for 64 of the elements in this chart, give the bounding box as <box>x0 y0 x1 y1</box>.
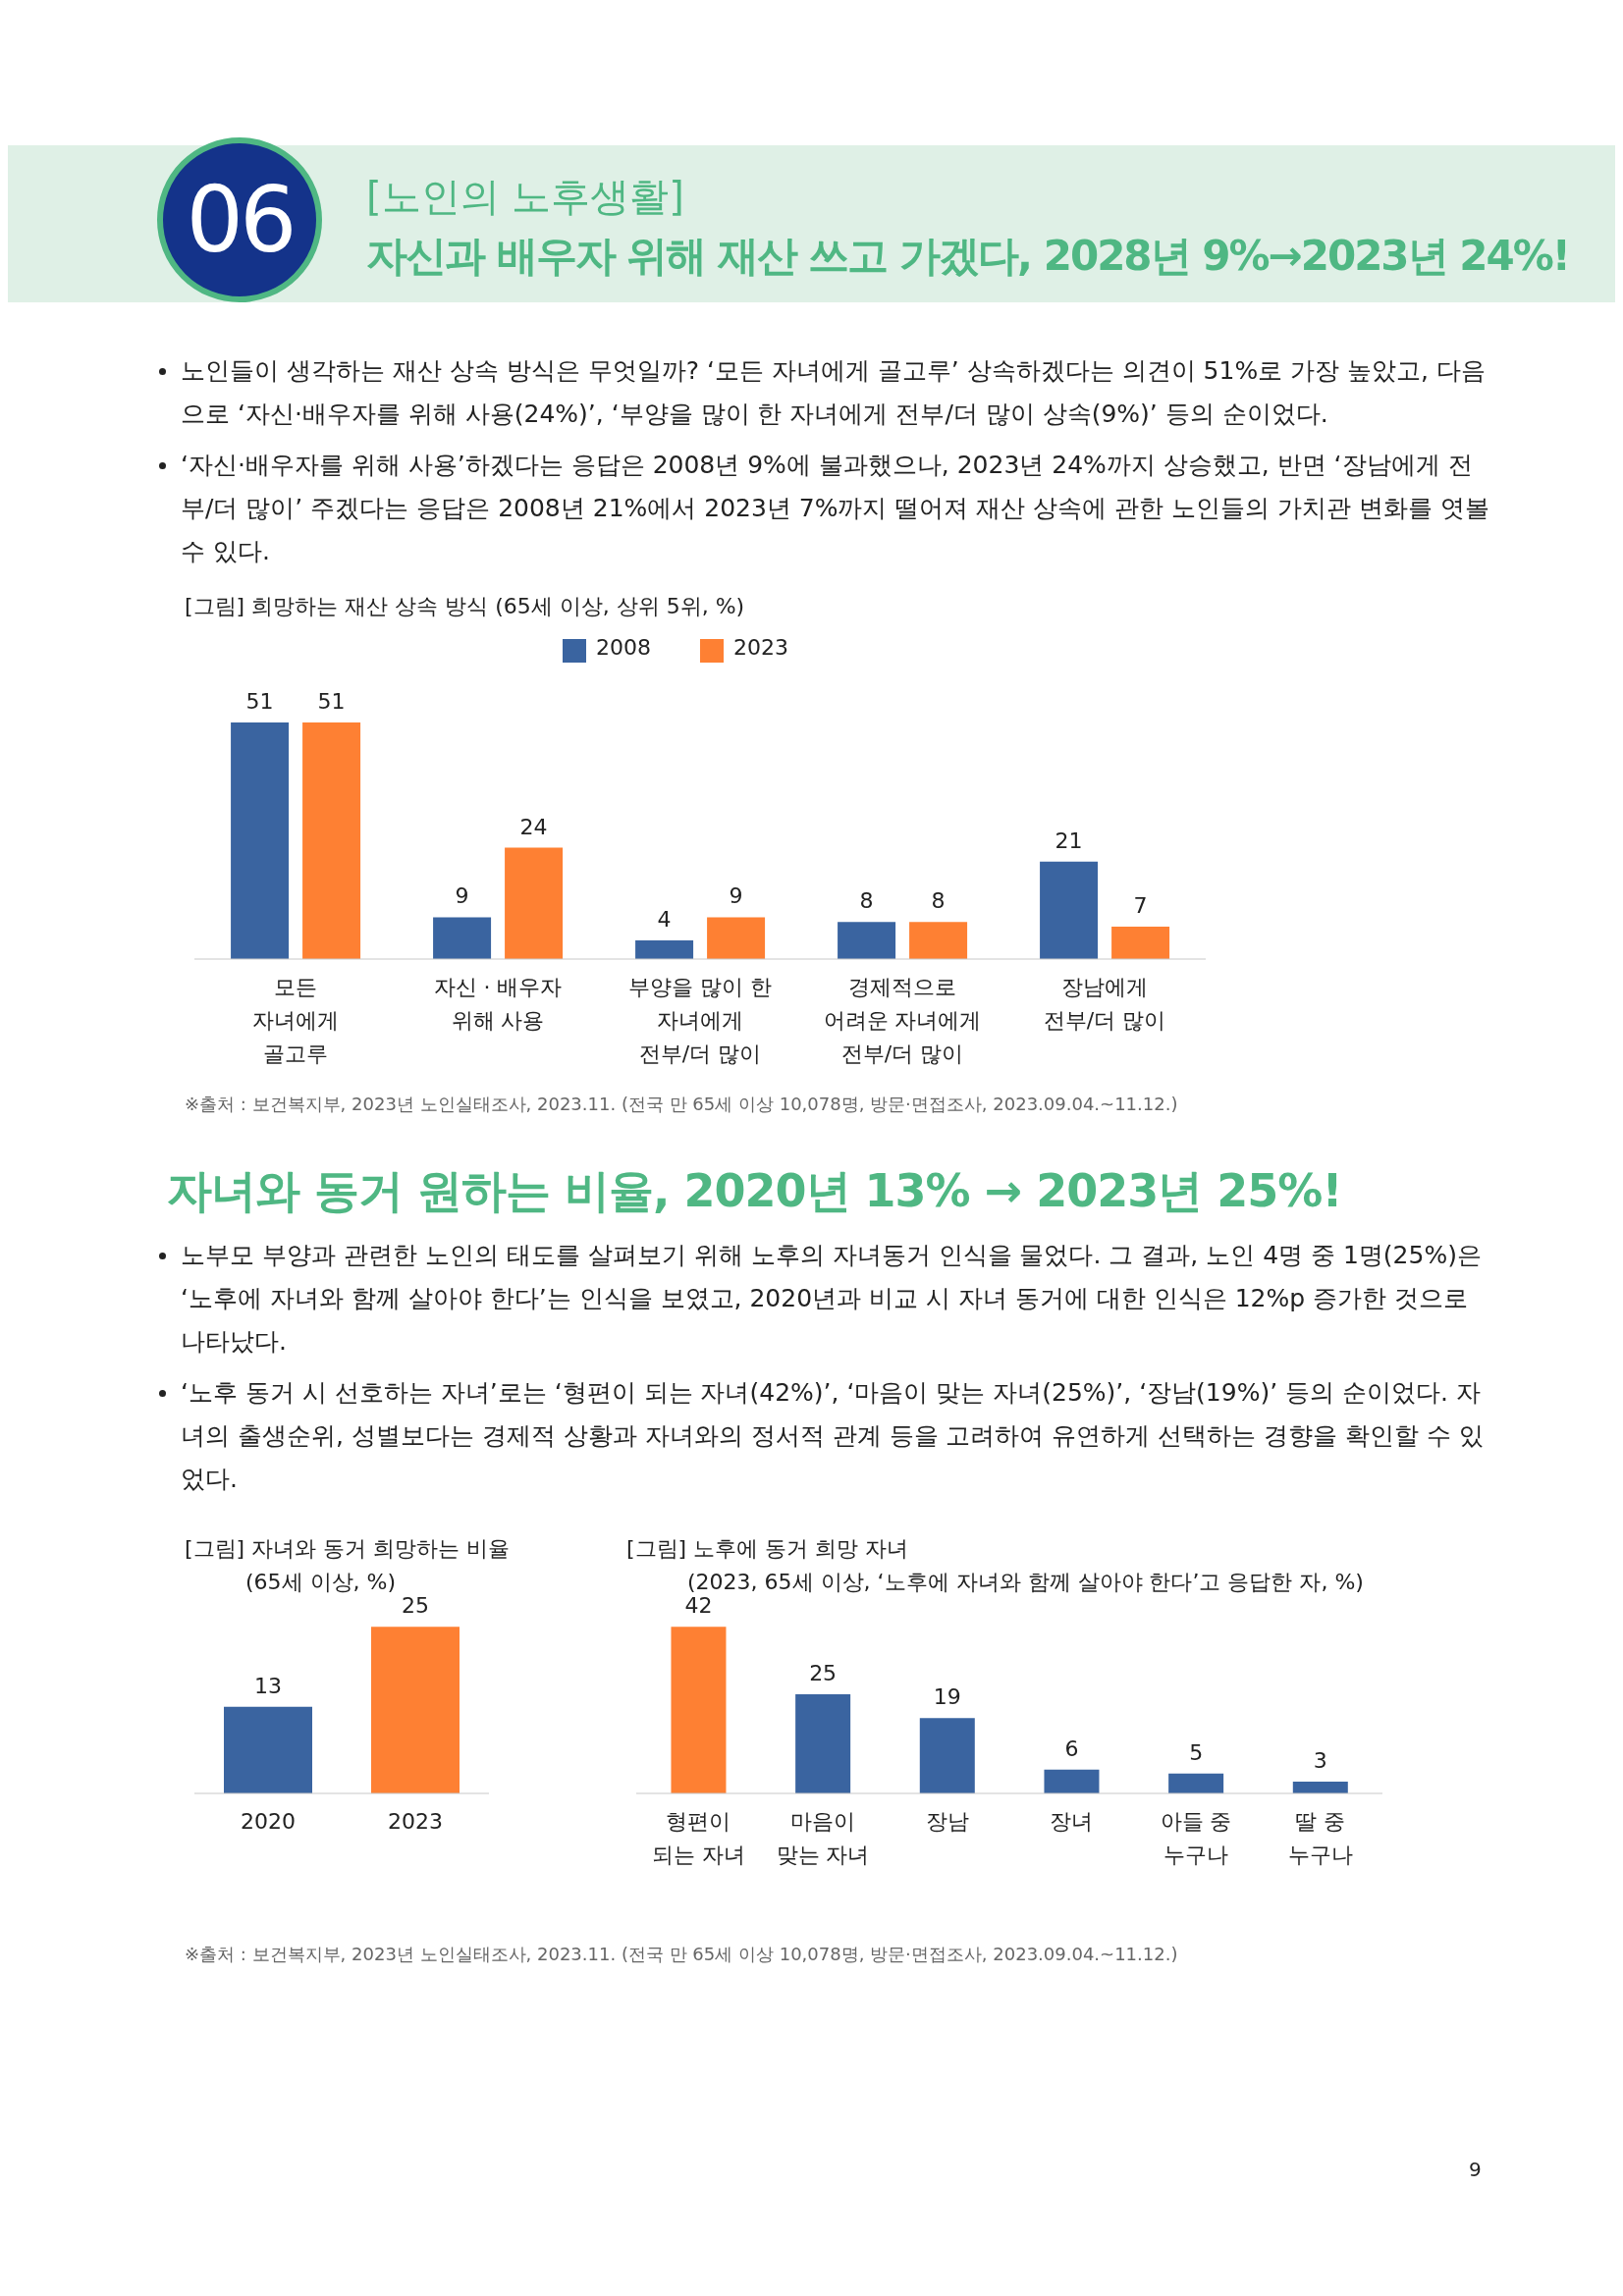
text: 노부모 부양과 관련한 노인의 태도를 살펴보기 위해 노후의 자녀동거 인식을 물었다. 그 결과, 노인 4명 중 1명(25%)은 ‘노후에 자녀와 함께 살아야 한다’는 인식을 보였고, 2020년과 비교 시 자녀 동거에 대한 인식은 12%p 증가한 것으로 나타났다. <box>181 1240 1483 1358</box>
data-label: 51 <box>245 688 274 714</box>
legend-label: 2008 <box>596 635 651 660</box>
x-tick-label: 장녀 <box>1050 1809 1094 1834</box>
bar <box>707 917 766 959</box>
text: [노인의 노후생활] <box>366 173 684 221</box>
data-label: 9 <box>729 883 743 909</box>
bar <box>433 917 492 959</box>
data-label: 19 <box>933 1684 961 1710</box>
data-label: 25 <box>402 1593 429 1619</box>
bar <box>231 721 290 959</box>
bar <box>635 940 694 959</box>
chart-subtitle: (65세 이상, %) <box>245 1570 397 1594</box>
bar <box>302 721 361 959</box>
text: 9 <box>1469 2158 1482 2181</box>
x-tick-label: 부양을 많이 한 자녀에게 전부/더 많이 <box>628 975 772 1066</box>
text: ※출처 : 보건복지부, 2023년 노인실태조사, 2023.11. (전국 만 65세 이상 10,078명, 방문·면접조사, 2023.09.04.~11.12.) <box>185 1093 1179 1116</box>
bar <box>1044 1769 1100 1793</box>
x-tick-label: 아들 중 누구나 <box>1160 1809 1232 1867</box>
data-label: 3 <box>1313 1747 1327 1773</box>
bar <box>1168 1773 1224 1793</box>
bar <box>505 847 564 959</box>
chart-subtitle: (2023, 65세 이상, ‘노후에 자녀와 함께 살아야 한다’고 응답한 자, %) <box>687 1569 1365 1596</box>
bar <box>1292 1781 1348 1793</box>
text: 노인들이 생각하는 재산 상속 방식은 무엇일까? ‘모든 자녀에게 골고루’ 상속하겠다는 의견이 51%로 가장 높았고, 다음으로 ‘자신·배우자를 위해 사용(24%)’, ‘부양을 많이 한 자녀에게 전부/더 많이 상속(9%)’ 등의 순이었다. <box>181 355 1487 430</box>
data-label: 42 <box>684 1593 713 1619</box>
data-label: 51 <box>317 688 346 714</box>
text: 자신과 배우자 위해 재산 쓰고 가겠다, 2028년 9%→2023년 24%! <box>366 231 1569 282</box>
bar <box>919 1718 975 1793</box>
data-label: 7 <box>1133 892 1148 918</box>
data-label: 9 <box>455 883 469 909</box>
data-label: 24 <box>519 814 548 839</box>
x-tick-label: 자신 · 배우자 위해 사용 <box>433 975 563 1033</box>
data-label: 8 <box>859 888 874 914</box>
chart-title: [그림] 자녀와 동거 희망하는 비율 <box>185 1535 512 1563</box>
bar <box>1111 926 1170 959</box>
data-label: 13 <box>254 1673 282 1698</box>
bar <box>1040 861 1099 959</box>
x-tick-label: 2020 <box>241 1809 296 1834</box>
chart-title: [그림] 희망하는 재산 상속 방식 (65세 이상, 상위 5위, %) <box>185 593 746 620</box>
x-tick-label: 경제적으로 어려운 자녀에게 전부/더 많이 <box>823 975 982 1066</box>
x-tick-label: 마음이 맞는 자녀 <box>776 1809 870 1867</box>
data-label: 25 <box>809 1661 838 1686</box>
bar <box>909 922 968 959</box>
chart-title: [그림] 노후에 동거 희망 자녀 <box>626 1535 910 1563</box>
bar <box>671 1627 727 1793</box>
data-label: 4 <box>657 907 672 933</box>
x-tick-label: 모든 자녀에게 골고루 <box>252 975 339 1066</box>
x-tick-label: 형편이 되는 자녀 <box>651 1809 745 1867</box>
text: ‘자신·배우자를 위해 사용’하겠다는 응답은 2008년 9%에 불과했으나, 2023년 24%까지 상승했고, 반면 ‘장남에게 전부/더 많이’ 주겠다는 응답은 2008년 21%에서 2023년 7%까지 떨어져 재산 상속에 관한 노인들의 가치관 변화를 엿볼 수 있다. <box>181 450 1490 567</box>
bar <box>838 922 896 959</box>
x-tick-label: 장남 <box>925 1809 969 1834</box>
x-tick-label: 2023 <box>388 1809 443 1834</box>
data-label: 21 <box>1055 828 1083 853</box>
data-label: 6 <box>1064 1735 1079 1761</box>
data-label: 8 <box>931 888 946 914</box>
x-tick-label: 딸 중 누구나 <box>1287 1809 1353 1867</box>
bar <box>795 1694 851 1793</box>
legend-label: 2023 <box>733 635 788 660</box>
text: 자녀와 동거 원하는 비율, 2020년 13% → 2023년 25%! <box>167 1163 1343 1219</box>
text: ‘노후 동거 시 선호하는 자녀’로는 ‘형편이 되는 자녀(42%)’, ‘마음이 맞는 자녀(25%)’, ‘장남(19%)’ 등의 순이었다. 자녀의 출생순위, 성별보다는 경제적 상황과 자녀와의 정서적 관계 등을 고려하여 유연하게 선택하는 경향을 확인할 수 있었다. <box>181 1377 1486 1495</box>
text: ※출처 : 보건복지부, 2023년 노인실태조사, 2023.11. (전국 만 65세 이상 10,078명, 방문·면접조사, 2023.09.04.~11.12.) <box>185 1943 1178 1966</box>
data-label: 5 <box>1189 1739 1204 1765</box>
x-tick-label: 장남에게 전부/더 많이 <box>1043 975 1166 1033</box>
